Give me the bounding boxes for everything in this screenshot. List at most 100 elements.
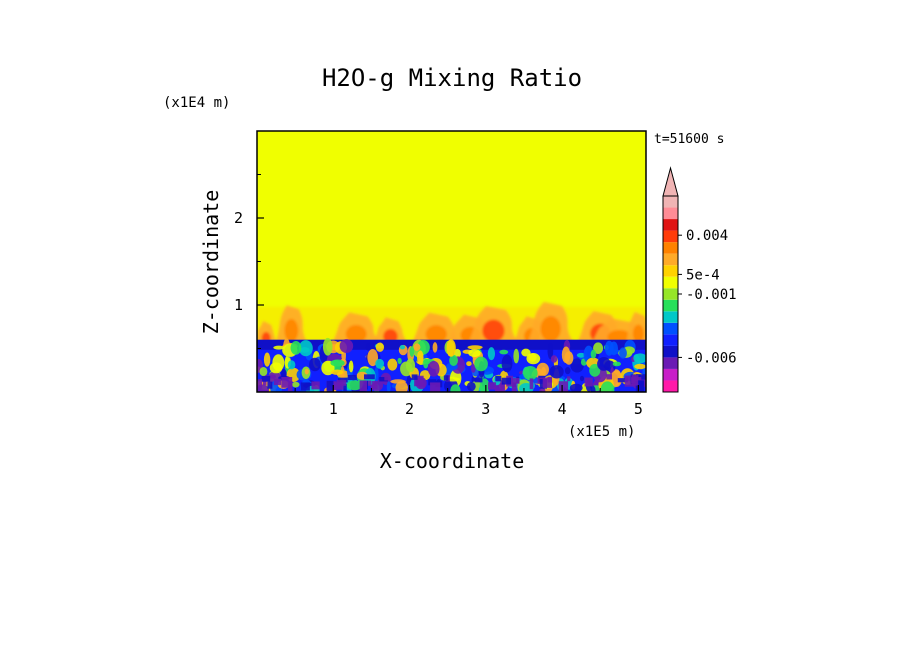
surface-patch xyxy=(257,379,263,389)
surface-patch xyxy=(267,381,273,389)
y-axis: 12 xyxy=(234,174,264,349)
turbulence-patch xyxy=(432,342,438,353)
turbulence-patch xyxy=(526,353,541,365)
turbulence-patch xyxy=(287,360,296,370)
turbulence-patch xyxy=(416,350,424,365)
colorbar-segment xyxy=(663,345,678,358)
turbulence-patch xyxy=(330,369,344,375)
turbulence-patch xyxy=(521,348,531,357)
surface-patch xyxy=(411,374,418,380)
turbulence-patch xyxy=(375,342,385,352)
turbulence-patch xyxy=(569,383,583,392)
colorbar-label: -0.006 xyxy=(686,350,737,366)
x-axis: 1 2 3 4 5 xyxy=(294,385,643,418)
plume-core xyxy=(482,319,505,343)
turbulence-patch xyxy=(487,347,496,361)
turbulence-patch xyxy=(547,342,554,360)
y-unit-label: (x1E4 m) xyxy=(163,95,230,111)
turbulence-patch xyxy=(590,349,597,359)
turbulence-patch xyxy=(576,352,586,358)
surface-patch xyxy=(414,375,424,387)
surface-patch xyxy=(384,375,391,381)
surface-patch xyxy=(371,381,378,390)
chart-title: H2O-g Mixing Ratio xyxy=(322,64,582,92)
surface-patch xyxy=(379,377,388,382)
surface-patch xyxy=(636,374,646,380)
turbulence-patch xyxy=(309,357,321,372)
surface-patch xyxy=(365,380,372,386)
turbulence-patch xyxy=(322,337,333,356)
surface-patch xyxy=(443,375,449,381)
x-tick-label: 4 xyxy=(558,400,567,418)
turbulence-patch xyxy=(550,355,558,363)
turbulence-patch xyxy=(405,358,416,373)
colorbar-segment xyxy=(663,288,678,300)
plume-core xyxy=(284,319,299,343)
turbulence-patch xyxy=(589,363,601,377)
turbulence-patch xyxy=(466,381,476,391)
turbulence-patch xyxy=(561,346,571,364)
surface-patch xyxy=(336,380,347,386)
turbulence-patch xyxy=(375,358,385,369)
boundary-layer xyxy=(257,337,646,392)
turbulence-patch xyxy=(541,366,546,376)
colorbar: 0.004 5e-4 -0.001 -0.006 xyxy=(662,166,737,393)
x-tick-label: 2 xyxy=(405,400,414,418)
turbulence-patch xyxy=(395,381,408,392)
y-axis-label: Z-coordinate xyxy=(199,190,223,335)
plot-area xyxy=(257,131,646,392)
turbulence-patch xyxy=(269,362,283,374)
surface-patch xyxy=(347,374,357,381)
colorbar-segment xyxy=(663,242,678,254)
turbulence-patch xyxy=(597,357,611,371)
turbulence-patch xyxy=(549,365,564,379)
surface-patch xyxy=(510,378,520,384)
surface-patch xyxy=(617,378,628,383)
surface-patch xyxy=(529,378,534,390)
turbulence-patch xyxy=(304,368,309,375)
turbulence-patch xyxy=(387,358,398,371)
surface-patch xyxy=(631,375,639,386)
turbulence-patch xyxy=(399,344,406,350)
turbulence-patch xyxy=(570,358,584,373)
y-tick-label: 2 xyxy=(234,209,243,227)
turbulence-patch xyxy=(523,365,538,381)
turbulence-patch xyxy=(449,355,458,367)
surface-patch xyxy=(343,383,347,391)
turbulence-patch xyxy=(290,340,302,355)
surface-patch xyxy=(584,377,593,387)
x-unit-label: (x1E5 m) xyxy=(568,424,635,440)
surface-patch xyxy=(333,382,344,390)
turbulence-patch xyxy=(474,356,488,372)
turbulence-patch xyxy=(466,361,472,367)
turbulence-patch xyxy=(330,359,345,367)
turbulence-patch xyxy=(397,357,402,364)
colorbar-segment xyxy=(663,357,678,369)
turbulence-patch xyxy=(299,347,310,353)
surface-patch xyxy=(326,380,334,392)
colorbar-extend-arrow xyxy=(662,166,679,197)
turbulence-patch xyxy=(259,366,268,377)
turbulence-patch xyxy=(619,347,627,359)
surface-patch xyxy=(474,377,483,383)
surface-patch xyxy=(281,376,293,388)
x-tick-label: 3 xyxy=(481,400,490,418)
colorbar-label: -0.001 xyxy=(686,287,737,303)
turbulence-patch xyxy=(413,343,421,351)
surface-patch xyxy=(338,377,348,383)
surface-patch xyxy=(488,382,497,390)
turbulence-patch xyxy=(467,345,483,350)
colorbar-segment xyxy=(663,299,678,312)
colorbar-segment xyxy=(663,207,678,220)
colorbar-segment xyxy=(663,230,678,243)
turbulence-patch xyxy=(468,349,481,358)
surface-patch xyxy=(300,382,310,391)
turbulence-patch xyxy=(409,346,415,357)
turbulence-patch xyxy=(634,363,646,370)
surface-patch xyxy=(501,377,512,385)
colorbar-segment xyxy=(663,265,678,277)
turbulence-patch xyxy=(346,380,363,391)
turbulence-patch xyxy=(564,367,571,375)
colorbar-segment xyxy=(663,368,678,381)
